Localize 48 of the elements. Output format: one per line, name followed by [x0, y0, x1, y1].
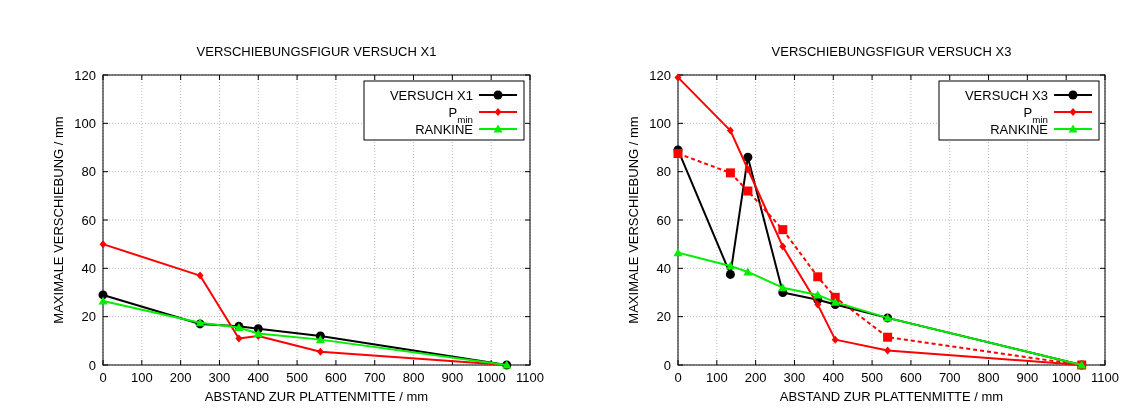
y-tick-label: 60	[81, 212, 96, 228]
chart-title: VERSCHIEBUNGSFIGUR VERSUCH X1	[196, 44, 437, 59]
y-tick-label: 40	[81, 260, 96, 276]
x-tick-label: 500	[861, 370, 883, 385]
y-tick-label: 120	[649, 67, 671, 83]
y-tick-label: 60	[656, 212, 671, 228]
legend-label: VERSUCH X1	[389, 87, 473, 103]
y-tick-label: 0	[88, 357, 96, 373]
x-tick-label: 1100	[1091, 370, 1119, 385]
y-tick-label: 120	[74, 67, 96, 83]
x-tick-label: 800	[402, 370, 425, 385]
x-tick-label: 1100	[516, 370, 544, 385]
x-tick-label: 700	[363, 370, 386, 385]
chart-title: VERSCHIEBUNGSFIGUR VERSUCH X3	[771, 44, 1012, 59]
x-axis-title: ABSTAND ZUR PLATTENMITTE / mm	[204, 389, 429, 404]
x-tick-label: 1000	[476, 370, 506, 385]
x-tick-label: 900	[441, 370, 464, 385]
y-tick-label: 40	[656, 260, 671, 276]
x-tick-label: 0	[99, 370, 107, 385]
y-tick-label: 100	[74, 115, 96, 131]
legend-label: P$_{min}$	[448, 104, 473, 124]
x-tick-label: 500	[286, 370, 308, 385]
x-tick-label: 1000	[1051, 370, 1081, 385]
x-tick-label: 700	[938, 370, 961, 385]
x-tick-label: 0	[674, 370, 682, 385]
x-tick-label: 200	[744, 370, 767, 385]
y-tick-label: 80	[81, 164, 96, 180]
x-tick-label: 400	[247, 370, 270, 385]
x-tick-label: 300	[208, 370, 231, 385]
y-axis-title: MAXIMALE VERSCHIEBUNG / mm	[626, 116, 641, 324]
y-tick-label: 100	[649, 115, 671, 131]
x-tick-label: 300	[783, 370, 806, 385]
y-axis-title: MAXIMALE VERSCHIEBUNG / mm	[51, 116, 66, 324]
x-tick-label: 800	[977, 370, 1000, 385]
x-tick-label: 100	[130, 370, 153, 385]
x-tick-label: 400	[822, 370, 845, 385]
legend-label: VERSUCH X3	[964, 87, 1048, 103]
x-tick-label: 200	[169, 370, 192, 385]
y-tick-label: 20	[81, 309, 96, 325]
x-tick-label: 600	[900, 370, 922, 385]
y-tick-label: 0	[663, 357, 671, 373]
y-tick-label: 20	[656, 309, 671, 325]
x-tick-label: 900	[1016, 370, 1039, 385]
x-tick-label: 100	[705, 370, 728, 385]
y-tick-label: 80	[656, 164, 671, 180]
x-axis-title: ABSTAND ZUR PLATTENMITTE / mm	[779, 389, 1004, 404]
legend-label: P$_{min}$	[1023, 104, 1048, 124]
x-tick-label: 600	[325, 370, 347, 385]
